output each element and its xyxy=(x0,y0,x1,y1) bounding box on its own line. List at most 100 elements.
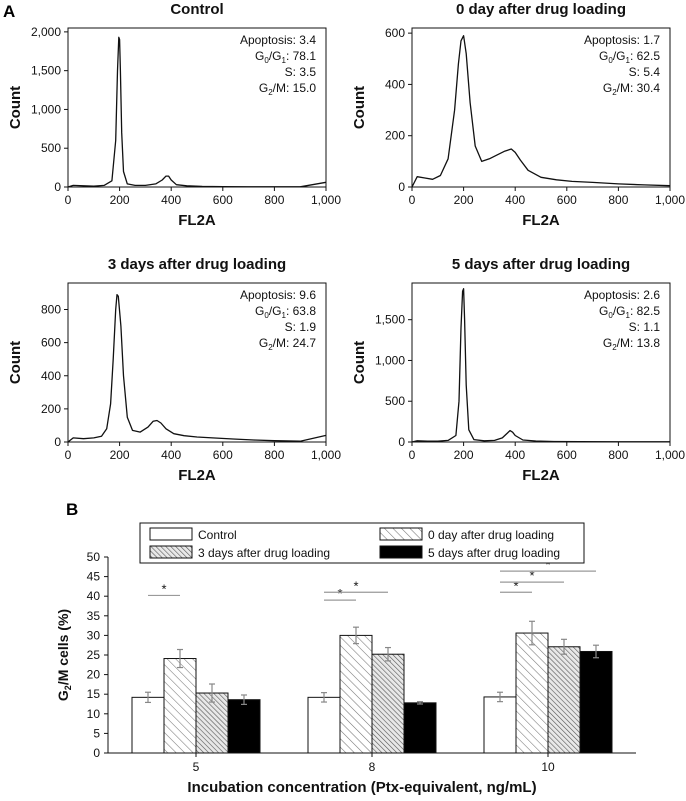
y-tick-label: 500 xyxy=(385,394,405,408)
y-tick-label: 0 xyxy=(398,435,405,449)
y-tick-label: 1,500 xyxy=(31,64,61,78)
bar xyxy=(307,696,341,754)
bar xyxy=(371,653,405,754)
x-tick-label: 200 xyxy=(110,448,130,462)
x-tick-label: 800 xyxy=(264,448,284,462)
stat-line-4: G2/M: 15.0 xyxy=(259,81,316,97)
legend-swatch xyxy=(379,527,423,541)
x-tick-label: 800 xyxy=(608,193,628,207)
x-tick-label: 1,000 xyxy=(655,448,685,462)
significance-star: * xyxy=(353,578,358,593)
significance-star: * xyxy=(529,568,534,583)
x-tick-label: 400 xyxy=(505,448,525,462)
stat-line-4: G2/M: 13.8 xyxy=(603,336,660,352)
y-tick-label: 50 xyxy=(87,550,101,564)
stat-line-2-part: : 62.5 xyxy=(630,49,660,63)
histogram-title: 3 days after drug loading xyxy=(108,256,286,273)
stat-line-2: G0/G1: 82.5 xyxy=(599,304,660,320)
stat-line-4-part: /M: 24.7 xyxy=(273,336,317,350)
y-axis-label: Count xyxy=(7,341,24,384)
significance-star: * xyxy=(337,586,342,601)
stat-line-2-part: : 63.8 xyxy=(286,304,316,318)
y-tick-label: 40 xyxy=(87,589,101,603)
histogram-title: 0 day after drug loading xyxy=(456,1,626,18)
stat-line-3: S: 5.4 xyxy=(629,65,661,79)
x-axis-label: FL2A xyxy=(522,212,560,229)
y-axis-label-sub: 2 xyxy=(63,685,73,690)
stat-line-2-sub: 0 xyxy=(608,311,613,320)
stat-line-4-part: G xyxy=(603,336,612,350)
stat-line-1-part: Apoptosis: 2.6 xyxy=(584,288,660,302)
y-tick-label: 2,000 xyxy=(31,25,61,39)
x-tick-label: 400 xyxy=(161,448,181,462)
y-tick-label: 400 xyxy=(385,77,405,91)
stat-line-1: Apoptosis: 1.7 xyxy=(584,33,660,47)
legend-swatch xyxy=(149,527,193,541)
y-axis-label: Count xyxy=(351,86,368,129)
stat-line-2-part: /G xyxy=(269,49,282,63)
y-axis-label: Count xyxy=(7,86,24,129)
x-tick-label: 600 xyxy=(213,448,233,462)
stat-line-4-part: G xyxy=(259,336,268,350)
y-axis-label-part: /M cells (%) xyxy=(55,609,71,685)
stat-line-1: Apoptosis: 3.4 xyxy=(240,33,316,47)
x-tick-label: 600 xyxy=(557,193,577,207)
y-tick-label: 600 xyxy=(385,26,405,40)
stat-line-2-sub: 1 xyxy=(282,311,287,320)
stat-line-1: Apoptosis: 2.6 xyxy=(584,288,660,302)
y-tick-label: 200 xyxy=(385,129,405,143)
x-tick-label: 0 xyxy=(65,193,72,207)
stat-line-1-part: Apoptosis: 3.4 xyxy=(240,33,316,47)
y-tick-label: 600 xyxy=(41,336,61,350)
y-tick-label: 5 xyxy=(93,726,100,740)
y-tick-label: 35 xyxy=(87,609,101,623)
stat-line-4: G2/M: 30.4 xyxy=(603,81,660,97)
stat-line-3: S: 1.9 xyxy=(285,320,317,334)
x-tick-label: 600 xyxy=(213,193,233,207)
stat-line-2-part: G xyxy=(255,304,264,318)
y-tick-label: 1,000 xyxy=(375,353,405,367)
stat-line-3-part: S: 1.9 xyxy=(285,320,317,334)
stat-line-2-part: : 78.1 xyxy=(286,49,316,63)
y-tick-label: 30 xyxy=(87,628,101,642)
bar xyxy=(163,658,197,754)
panel-label-a: A xyxy=(3,2,15,21)
x-tick-label: 8 xyxy=(369,760,376,774)
y-axis-label: Count xyxy=(351,341,368,384)
x-tick-label: 0 xyxy=(409,193,416,207)
y-tick-label: 15 xyxy=(87,687,101,701)
stat-line-2-sub: 0 xyxy=(608,56,613,65)
x-axis-label: FL2A xyxy=(522,467,560,484)
x-tick-label: 200 xyxy=(110,193,130,207)
legend-label: 0 day after drug loading xyxy=(428,528,554,542)
bar xyxy=(227,699,261,754)
histogram-title: Control xyxy=(170,1,223,18)
x-tick-label: 5 xyxy=(193,760,200,774)
stat-line-2-sub: 1 xyxy=(626,56,631,65)
stat-line-4-sub: 2 xyxy=(268,88,273,97)
stat-line-2-part: /G xyxy=(613,304,626,318)
histogram-line xyxy=(67,36,327,188)
stat-line-4-part: /M: 13.8 xyxy=(617,336,661,350)
plot-frame xyxy=(411,282,671,443)
stat-line-1: Apoptosis: 9.6 xyxy=(240,288,316,302)
x-tick-label: 400 xyxy=(161,193,181,207)
y-tick-label: 0 xyxy=(54,180,61,194)
stat-line-3: S: 1.1 xyxy=(629,320,661,334)
histogram-line xyxy=(411,288,670,443)
stat-line-2-sub: 0 xyxy=(264,56,269,65)
x-tick-label: 400 xyxy=(505,193,525,207)
stat-line-4-part: G xyxy=(603,81,612,95)
histogram-line xyxy=(411,35,671,188)
x-tick-label: 10 xyxy=(541,760,555,774)
x-axis-label: Incubation concentration (Ptx-equivalent… xyxy=(187,779,536,796)
x-axis-label: FL2A xyxy=(178,467,216,484)
plot-frame xyxy=(67,27,327,188)
stat-line-2-part: /G xyxy=(269,304,282,318)
stat-line-2-part: G xyxy=(599,49,608,63)
stat-line-4: G2/M: 24.7 xyxy=(259,336,316,352)
